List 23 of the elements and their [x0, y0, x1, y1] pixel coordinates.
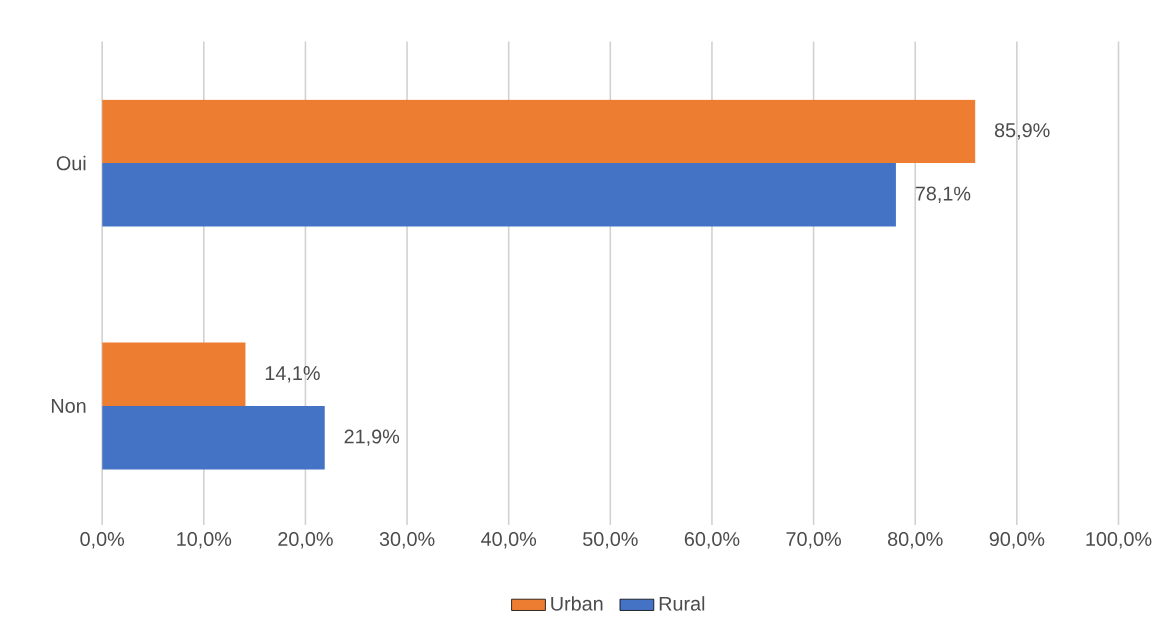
- bar: [102, 163, 896, 227]
- x-tick-label: 60,0%: [684, 532, 740, 549]
- data-label: 14,1%: [265, 366, 320, 383]
- bar: [102, 99, 976, 164]
- x-tick-label: 80,0%: [888, 532, 943, 549]
- x-tick-label: 90,0%: [989, 532, 1045, 549]
- x-tick-label: 0,0%: [80, 532, 125, 549]
- x-tick-label: 40,0%: [481, 532, 537, 549]
- legend-label: Rural: [659, 596, 705, 611]
- data-label: 85,9%: [994, 123, 1050, 140]
- data-label: 21,9%: [344, 429, 400, 446]
- data-label: 78,1%: [915, 186, 971, 203]
- x-tick-label: 70,0%: [786, 532, 841, 549]
- legend-label: Urban: [551, 596, 603, 611]
- y-tick-label: Oui: [56, 155, 86, 171]
- x-tick-label: 100,0%: [1086, 532, 1152, 549]
- x-tick-label: 20,0%: [278, 532, 333, 549]
- bar: [102, 406, 325, 470]
- x-tick-label: 50,0%: [583, 532, 638, 549]
- bar: [102, 342, 246, 407]
- x-tick-label: 10,0%: [177, 532, 232, 549]
- y-tick-label: Non: [51, 399, 86, 413]
- x-tick-label: 30,0%: [379, 532, 435, 549]
